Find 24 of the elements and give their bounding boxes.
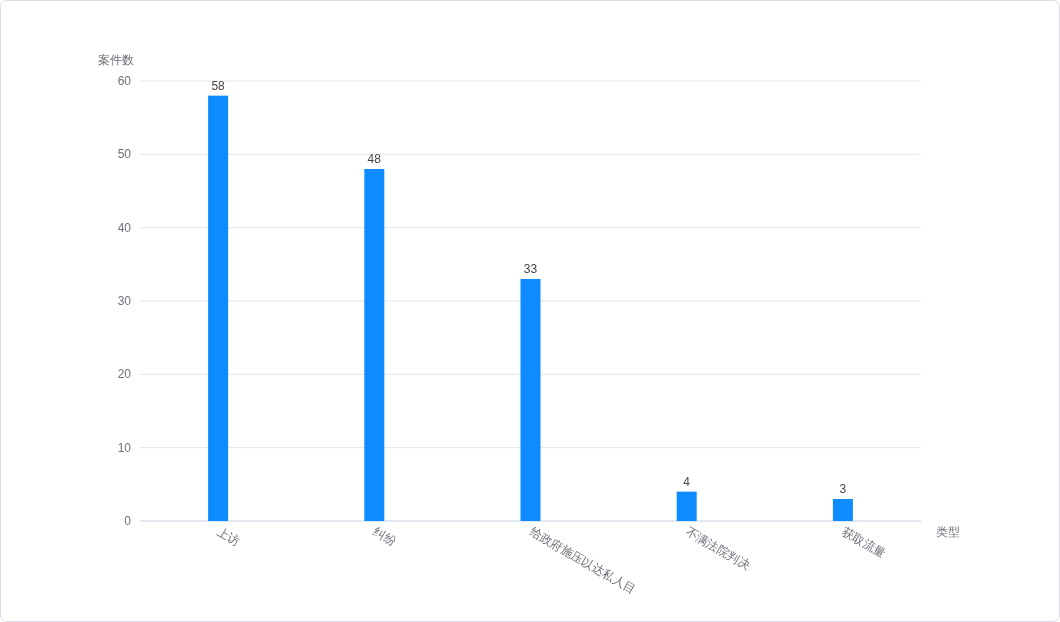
x-tick-label: 获取流量 bbox=[839, 524, 888, 562]
x-tick-label: 不满法院判决 bbox=[683, 524, 753, 574]
x-tick-label: 纠纷 bbox=[370, 524, 399, 550]
bar bbox=[520, 279, 541, 521]
data-label: 58 bbox=[211, 78, 226, 93]
y-tick-label: 40 bbox=[117, 220, 132, 235]
y-tick-label: 10 bbox=[117, 440, 132, 455]
x-tick-label: 上访 bbox=[214, 524, 243, 550]
y-axis-title: 案件数 bbox=[98, 53, 134, 67]
x-axis-title: 类型 bbox=[936, 525, 960, 539]
data-label: 48 bbox=[367, 152, 382, 166]
bar bbox=[208, 95, 229, 521]
data-label: 4 bbox=[683, 474, 691, 489]
bar bbox=[364, 169, 385, 521]
data-label: 3 bbox=[839, 482, 847, 496]
y-tick-label: 50 bbox=[117, 147, 132, 162]
y-tick-label: 0 bbox=[124, 514, 132, 528]
y-tick-label: 30 bbox=[117, 294, 132, 308]
y-tick-label: 60 bbox=[117, 74, 132, 88]
bar bbox=[676, 491, 697, 521]
x-tick-label: 给政府施压以达私人目 bbox=[527, 524, 638, 598]
y-tick-label: 20 bbox=[117, 367, 132, 382]
bar bbox=[832, 499, 853, 521]
data-label: 33 bbox=[523, 262, 538, 276]
